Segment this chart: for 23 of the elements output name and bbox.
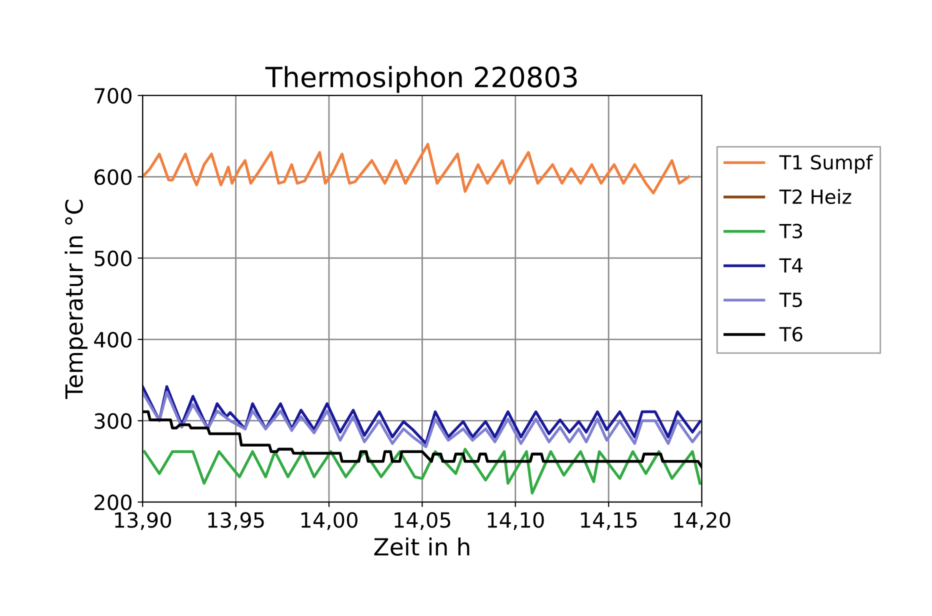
- x-tick-label: 13,90: [115, 512, 172, 530]
- legend-label: T1 Sumpf: [779, 154, 873, 174]
- legend-label: T3: [779, 224, 802, 238]
- chart-title: Thermosiphon 220803: [265, 66, 577, 93]
- x-tick-label: 13,95: [208, 512, 264, 530]
- y-tick-label: 700: [94, 88, 132, 104]
- x-tick-label: 14,10: [488, 512, 544, 530]
- y-tick-label: 600: [94, 169, 132, 186]
- y-tick-label: 400: [94, 332, 132, 348]
- legend-label: T5: [779, 292, 802, 308]
- line-series: [142, 142, 690, 194]
- x-axis-title: Zeit in h: [374, 537, 470, 556]
- x-tick-label: 14,00: [301, 512, 358, 530]
- y-tick-label: 200: [94, 494, 132, 510]
- y-axis-title: Temperatur in °C: [64, 200, 88, 400]
- x-tick-label: 14,20: [674, 512, 730, 530]
- y-tick-label: 500: [94, 250, 132, 266]
- legend-label: T2 Heiz: [779, 189, 852, 204]
- legend-label: T4: [779, 258, 802, 273]
- legend-label: T6: [779, 326, 802, 342]
- x-tick-label: 14,15: [581, 512, 637, 530]
- y-tick-label: 300: [94, 413, 132, 429]
- x-tick-label: 14,05: [394, 512, 450, 530]
